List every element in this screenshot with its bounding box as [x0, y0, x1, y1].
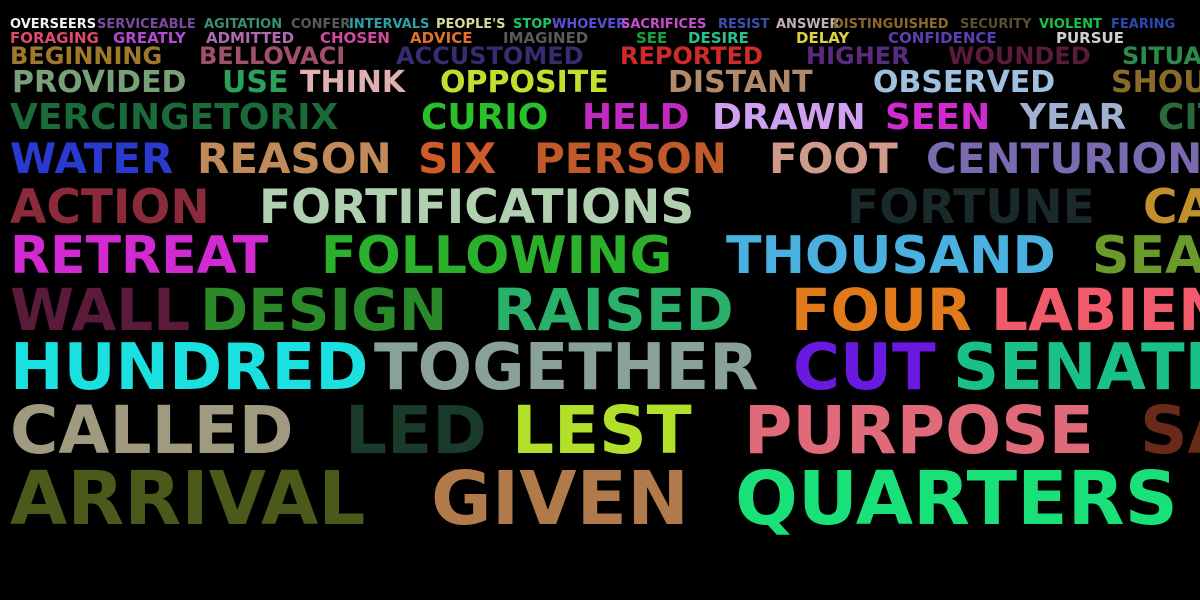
- cloud-word: TOGETHER: [374, 331, 759, 405]
- cloud-word: FOUR: [791, 276, 972, 344]
- cloud-word: ADVICE: [410, 29, 473, 47]
- cloud-word: PURPOSE: [744, 392, 1094, 469]
- cloud-word: HUNDRED: [10, 331, 369, 405]
- cloud-word: FORTIFICATIONS: [259, 180, 695, 235]
- cloud-word: CENTURION: [926, 134, 1200, 183]
- cloud-word: PEOPLE'S: [436, 17, 506, 32]
- cloud-word: YEAR: [1020, 97, 1127, 138]
- cloud-word: SECURITY: [960, 17, 1032, 32]
- cloud-word: SEA: [1092, 226, 1200, 286]
- cloud-word: USE: [222, 65, 289, 100]
- cloud-word: SACRIFICES: [621, 17, 707, 32]
- word-row: WATER REASON SIX PERSON FOOT CENTURION: [0, 138, 1200, 188]
- word-row: FORAGING GREATLY ADMITTED CHOSEN ADVICE IMAGI…: [0, 31, 1200, 54]
- cloud-word: SEE: [636, 29, 668, 47]
- cloud-word: DRAWN: [712, 97, 866, 138]
- cloud-word: RAISED: [493, 276, 734, 344]
- cloud-word: ACCUSTOMED: [396, 42, 584, 70]
- cloud-word: QUARTERS: [735, 456, 1178, 542]
- cloud-word: ANSWER: [776, 17, 840, 32]
- cloud-word: LEST: [512, 392, 692, 469]
- cloud-word: ADMITTED: [206, 29, 295, 47]
- cloud-word: RESIST: [718, 17, 770, 32]
- cloud-word: WATER: [10, 134, 174, 183]
- word-row: ARRIVAL GIVEN QUARTERS: [0, 462, 1200, 544]
- cloud-word: SIX: [418, 134, 497, 183]
- cloud-word: CURIO: [421, 97, 549, 138]
- cloud-word: CHOSEN: [320, 29, 390, 47]
- cloud-word: CAMP: [1143, 180, 1200, 235]
- cloud-word: RETREAT: [10, 226, 269, 286]
- cloud-word: REPORTED: [620, 42, 763, 70]
- cloud-word: CONFIDENCE: [888, 29, 997, 47]
- cloud-word: LED: [345, 392, 487, 469]
- cloud-word: BEGINNING: [10, 42, 163, 70]
- word-row: PROVIDED USE THINK OPPOSITE DISTANT OBSERVED S…: [0, 68, 1200, 106]
- cloud-word: CONFER: [291, 17, 351, 32]
- cloud-word: HELD: [582, 97, 690, 138]
- cloud-word: DESIRE: [688, 29, 749, 47]
- cloud-word: WHOEVER: [552, 17, 627, 32]
- cloud-word: CITY: [1158, 97, 1200, 138]
- cloud-word: GIVEN: [431, 456, 690, 542]
- cloud-word: INTERVALS: [349, 17, 430, 32]
- cloud-word: FOLLOWING: [321, 226, 673, 286]
- word-row: CALLEDLEDLESTPURPOSESAME: [0, 398, 1200, 472]
- cloud-word: HIGHER: [806, 42, 910, 70]
- cloud-word: VIOLENT: [1039, 17, 1102, 32]
- cloud-word: CUT: [793, 331, 936, 405]
- cloud-word: ACTION: [10, 180, 210, 235]
- cloud-word: THOUSAND: [726, 226, 1056, 286]
- cloud-word: SITUATION: [1122, 42, 1200, 70]
- cloud-word: SHOULD: [1111, 65, 1200, 100]
- cloud-word: FOOT: [769, 134, 898, 183]
- cloud-word: CALLED: [10, 392, 294, 469]
- cloud-word: DESIGN: [200, 276, 448, 344]
- cloud-word: LABIENUS: [991, 276, 1200, 344]
- cloud-word: WOUNDED: [948, 42, 1091, 70]
- cloud-word: SERVICEABLE: [97, 17, 196, 32]
- word-row: HUNDREDTOGETHERCUTSENATE: [0, 336, 1200, 408]
- cloud-word: FORAGING: [10, 29, 99, 47]
- cloud-word: DISTINGUISHED: [833, 17, 949, 32]
- word-row: BEGINNING BELLOVACI ACCUSTOMED REPORTED HIGH…: [0, 44, 1200, 76]
- cloud-word: AGITATION: [204, 17, 283, 32]
- cloud-word: SEEN: [885, 97, 991, 138]
- word-row: VERCINGETORIX CURIO HELD DRAWN SEEN YEAR CITY: [0, 100, 1200, 144]
- cloud-word: STOP: [513, 17, 552, 32]
- cloud-word: BELLOVACI: [199, 42, 346, 70]
- cloud-word: FEARING: [1111, 17, 1176, 32]
- cloud-word: DELAY: [796, 29, 850, 47]
- word-row: WALLDESIGNRAISEDFOURLABIENUS: [0, 281, 1200, 347]
- cloud-word: OVERSEERS: [10, 17, 97, 32]
- cloud-word: OPPOSITE: [440, 65, 609, 100]
- cloud-word: WALL: [10, 276, 191, 344]
- cloud-word: PERSON: [534, 134, 727, 183]
- word-row: OVERSEERS SERVICEABLE AGITATION CONFER INTER…: [0, 18, 1200, 39]
- cloud-word: ARRIVAL: [10, 456, 366, 542]
- cloud-word: THINK: [300, 65, 406, 100]
- cloud-word: DISTANT: [668, 65, 813, 100]
- word-row: ACTIONFORTIFICATIONSFORTUNECAMP: [0, 184, 1200, 239]
- cloud-word: GREATLY: [113, 29, 186, 47]
- cloud-word: VERCINGETORIX: [10, 97, 339, 138]
- cloud-word: SAME: [1140, 392, 1200, 469]
- cloud-word: REASON: [197, 134, 392, 183]
- cloud-word: SENATE: [953, 331, 1200, 405]
- cloud-word: IMAGINED: [503, 29, 589, 47]
- word-row: RETREAT FOLLOWING THOUSAND SEA: [0, 230, 1200, 290]
- cloud-word: FORTUNE: [847, 180, 1095, 235]
- cloud-word: PROVIDED: [12, 65, 187, 100]
- cloud-word: OBSERVED: [873, 65, 1056, 100]
- cloud-word: PURSUE: [1056, 29, 1124, 47]
